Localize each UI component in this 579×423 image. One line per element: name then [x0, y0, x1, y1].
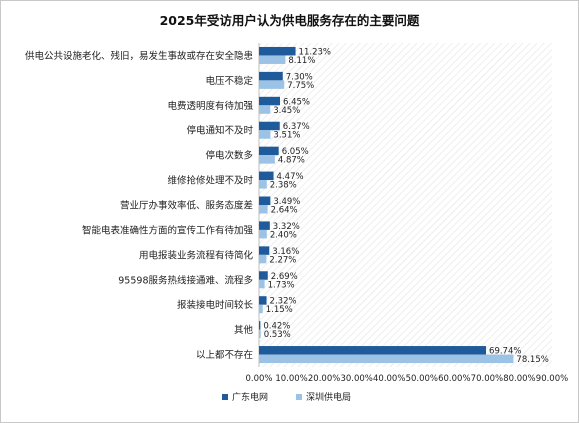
x-tick-label: 20.00%	[308, 374, 340, 384]
bar-guangdong	[259, 321, 261, 330]
value-label-shenzhen: 1.73%	[268, 280, 295, 290]
bar-guangdong	[259, 121, 280, 131]
plot-area	[258, 43, 552, 367]
bar-guangdong	[259, 46, 296, 56]
bar-shenzhen	[259, 254, 267, 264]
value-label-guangdong: 11.23%	[299, 47, 331, 57]
legend-label: 广东电网	[232, 391, 268, 403]
legend-swatch	[296, 394, 302, 400]
value-label-guangdong: 3.32%	[273, 222, 300, 232]
value-label-guangdong: 3.16%	[272, 247, 299, 257]
x-axis-ticks: 0.00% 10.00% 20.00% 30.00% 40.00% 50.00% 60.00…	[245, 374, 568, 384]
value-label-shenzhen: 4.87%	[278, 156, 305, 166]
bar-guangdong	[259, 296, 267, 305]
value-label-guangdong: 2.32%	[270, 297, 297, 307]
bar-shenzhen	[259, 205, 268, 214]
value-label-guangdong: 6.05%	[282, 147, 309, 157]
legend: 广东电网 深圳供电局	[222, 391, 351, 403]
x-tick-label: 50.00%	[406, 374, 438, 384]
category-label: 营业厅办事效率低、服务态度差	[120, 200, 253, 212]
value-label-guangdong: 2.69%	[271, 272, 298, 282]
bar-shenzhen	[259, 229, 267, 239]
value-label-guangdong: 4.47%	[277, 172, 304, 182]
chart-title: 2025年受访用户认为供电服务存在的主要问题	[159, 13, 420, 28]
bar-guangdong	[259, 146, 279, 156]
category-label: 以上都不存在	[196, 349, 253, 361]
x-tick-label: 60.00%	[438, 374, 470, 384]
bar-guangdong	[259, 221, 270, 230]
legend-swatch	[222, 394, 228, 400]
x-tick-label: 30.00%	[340, 374, 372, 384]
value-label-shenzhen: 1.15%	[266, 305, 293, 315]
x-tick-label: 10.00%	[275, 374, 307, 384]
x-tick-label: 80.00%	[503, 374, 535, 384]
plot-background	[259, 43, 552, 367]
category-label: 停电通知不及时	[186, 125, 253, 137]
value-label-guangdong: 69.74%	[489, 347, 521, 357]
value-label-shenzhen: 2.40%	[270, 230, 297, 240]
category-label: 电压不稳定	[205, 75, 253, 87]
legend-label: 深圳供电局	[306, 391, 351, 403]
value-label-shenzhen: 8.11%	[288, 56, 315, 66]
bars	[259, 46, 514, 364]
bar-shenzhen	[259, 329, 261, 339]
category-label: 维修抢修处理不及时	[167, 175, 253, 187]
bar-guangdong	[259, 271, 268, 280]
bar-shenzhen	[259, 279, 265, 289]
value-label-shenzhen: 7.75%	[287, 81, 314, 91]
value-label-shenzhen: 2.38%	[270, 181, 297, 191]
bar-shenzhen	[259, 55, 286, 64]
bar-shenzhen	[259, 180, 267, 189]
value-label-guangdong: 0.42%	[263, 322, 290, 332]
category-label: 智能电表准确性方面的宣传工作有待加强	[82, 224, 254, 236]
category-label: 供电公共设施老化、残旧，易发生事故或存在安全隐患	[25, 50, 253, 62]
value-label-guangdong: 6.45%	[283, 97, 310, 107]
value-label-guangdong: 7.30%	[286, 72, 313, 82]
bar-guangdong	[259, 346, 487, 355]
value-label-shenzhen: 2.27%	[269, 255, 296, 265]
category-label: 报装接电时间较长	[177, 299, 254, 311]
category-labels: 供电公共设施老化、残旧，易发生事故或存在安全隐患电压不稳定电费透明度有待加强停电…	[25, 50, 254, 361]
bar-guangdong	[259, 246, 270, 255]
bar-shenzhen	[259, 80, 285, 89]
value-label-shenzhen: 78.15%	[516, 355, 548, 365]
value-labels: 11.23%8.11% 7.30%7.75% 6.45%3.45% 6.37%3.51…	[263, 47, 548, 365]
x-tick-label: 40.00%	[373, 374, 405, 384]
x-tick-label: 90.00%	[536, 374, 568, 384]
bar-shenzhen	[259, 130, 271, 139]
bar-guangdong	[259, 196, 271, 205]
category-label: 停电次数多	[205, 150, 253, 162]
bar-shenzhen	[259, 105, 271, 114]
bar-shenzhen	[259, 155, 275, 164]
category-label: 用电报装业务流程有待简化	[139, 249, 254, 261]
bar-guangdong	[259, 171, 274, 181]
value-label-shenzhen: 0.53%	[264, 330, 291, 340]
category-label: 95598服务热线接通难、流程多	[118, 274, 253, 286]
x-tick-label: 70.00%	[471, 374, 503, 384]
value-label-shenzhen: 2.64%	[271, 206, 298, 216]
value-label-shenzhen: 3.45%	[273, 106, 300, 116]
bar-guangdong	[259, 96, 280, 106]
bar-shenzhen	[259, 304, 263, 314]
value-label-shenzhen: 3.51%	[273, 131, 300, 141]
bar-shenzhen	[259, 354, 514, 364]
category-label: 其他	[234, 324, 254, 336]
value-label-guangdong: 3.49%	[273, 197, 300, 207]
bar-guangdong	[259, 71, 283, 81]
value-label-guangdong: 6.37%	[283, 122, 310, 132]
category-label: 电费透明度有待加强	[167, 100, 253, 112]
x-tick-label: 0.00%	[245, 374, 272, 384]
